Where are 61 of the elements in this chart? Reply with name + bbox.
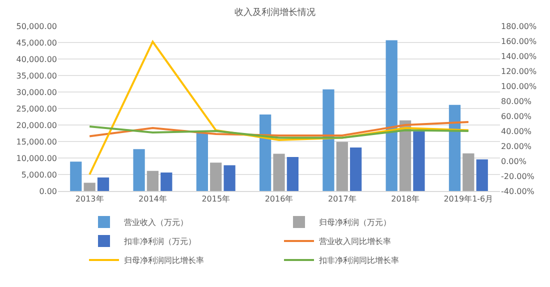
bar xyxy=(196,132,208,191)
legend-label: 扣非净利润（万元） xyxy=(123,237,196,246)
legend-label: 归母净利润（万元） xyxy=(319,218,391,228)
y-tick-label: 35,000.00 xyxy=(16,71,57,80)
x-tick-label: 2015年 xyxy=(202,194,230,204)
bar xyxy=(97,177,110,191)
y-tick-label: 5,000.00 xyxy=(21,170,57,180)
y2-tick-label: 20.00% xyxy=(501,142,532,151)
bar xyxy=(462,153,474,191)
bar xyxy=(413,131,425,191)
bar xyxy=(476,159,488,191)
y-tick-label: 0.00 xyxy=(39,186,57,196)
y-tick-label: 40,000.00 xyxy=(16,54,57,64)
x-tick-label: 2014年 xyxy=(138,194,167,204)
y2-tick-label: -40.00% xyxy=(501,186,535,196)
line-series xyxy=(88,121,470,138)
y-tick-label: 50,000.00 xyxy=(16,22,57,31)
y2-tick-label: 160.00% xyxy=(501,36,537,46)
bar xyxy=(210,162,222,191)
y2-tick-label: 120.00% xyxy=(501,66,537,76)
x-tick-label: 2013年 xyxy=(75,194,104,204)
bar xyxy=(350,147,362,191)
line-series xyxy=(88,40,470,176)
legend-label: 营业收入（万元） xyxy=(124,218,188,228)
bar xyxy=(160,172,172,191)
bar xyxy=(336,142,348,191)
y2-tick-label: -20.00% xyxy=(501,172,535,181)
bar xyxy=(146,170,159,191)
x-tick-label: 2017年 xyxy=(328,194,356,204)
legend-label: 营业收入同比增长率 xyxy=(319,237,391,246)
y-tick-label: 45,000.00 xyxy=(16,38,57,48)
y2-tick-label: 100.00% xyxy=(501,82,537,91)
bar xyxy=(286,157,298,191)
y-tick-label: 20,000.00 xyxy=(16,120,57,130)
y2-tick-label: 140.00% xyxy=(501,52,537,61)
y-tick-label: 15,000.00 xyxy=(16,137,57,146)
y2-tick-label: 40.00% xyxy=(501,126,532,136)
x-tick-label: 2016年 xyxy=(264,194,294,204)
bar xyxy=(224,165,236,191)
bar xyxy=(448,104,461,191)
bar xyxy=(133,149,145,191)
bar xyxy=(322,89,334,191)
chart-title: 收入及利润增长情况 xyxy=(234,6,316,18)
y2-tick-label: 180.00% xyxy=(501,22,537,31)
y-tick-label: 30,000.00 xyxy=(16,88,57,97)
legend-label: 归母净利润同比增长率 xyxy=(124,256,204,266)
line-series xyxy=(88,126,470,139)
x-tick-label: 2019年1-6月 xyxy=(444,194,494,204)
bar xyxy=(70,162,82,191)
y2-tick-label: 80.00% xyxy=(501,96,532,106)
y2-tick-label: 60.00% xyxy=(501,112,532,121)
bar xyxy=(260,114,272,191)
x-tick-label: 2018年 xyxy=(391,194,420,204)
bar xyxy=(386,40,398,191)
legend-label: 扣非净利润同比增长率 xyxy=(318,256,399,266)
y2-tick-label: 0.00% xyxy=(501,156,527,166)
bar xyxy=(84,182,96,191)
y-tick-label: 10,000.00 xyxy=(16,154,57,163)
bar xyxy=(273,154,285,191)
bar xyxy=(399,120,412,191)
y-tick-label: 25,000.00 xyxy=(16,104,57,114)
